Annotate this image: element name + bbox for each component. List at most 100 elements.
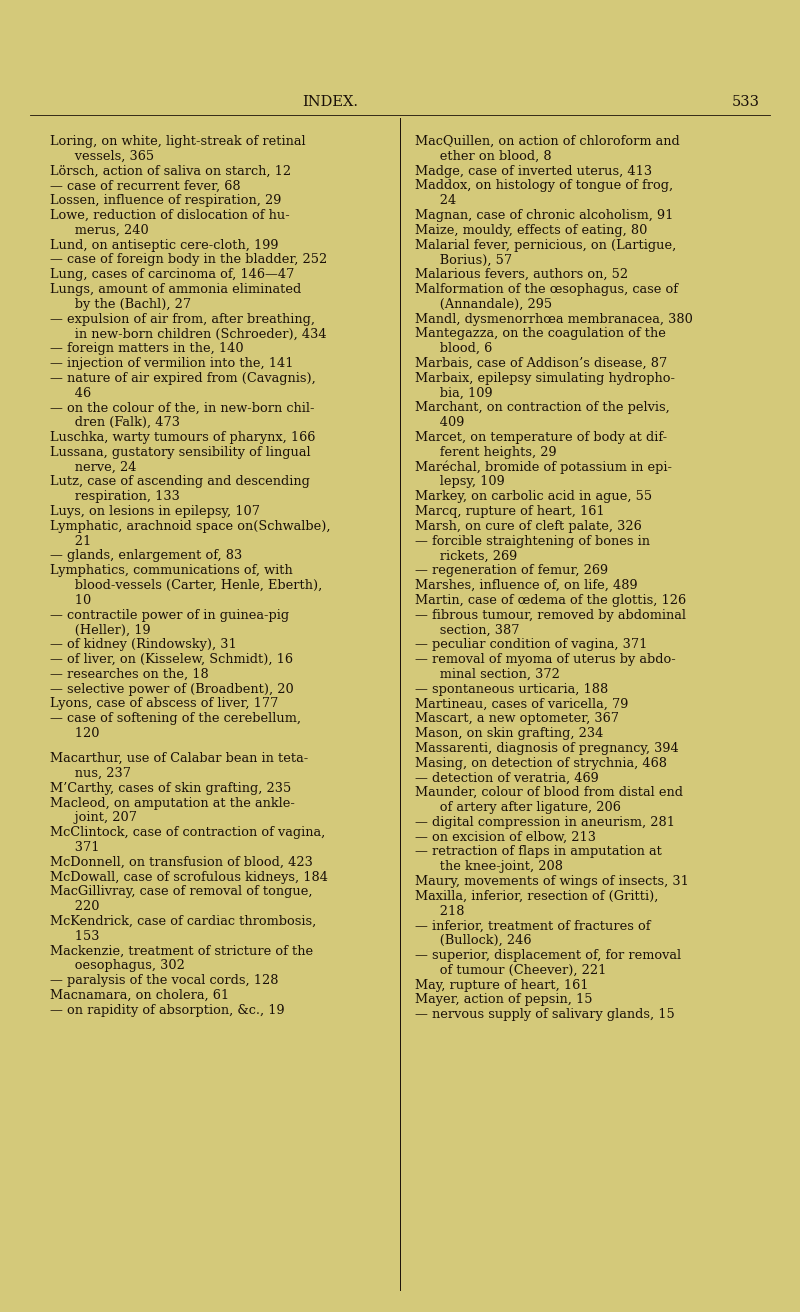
Text: — case of foreign body in the bladder, 252: — case of foreign body in the bladder, 2…: [50, 253, 327, 266]
Text: Marbaix, epilepsy simulating hydropho-: Marbaix, epilepsy simulating hydropho-: [415, 371, 675, 384]
Text: nerve, 24: nerve, 24: [50, 461, 137, 474]
Text: — case of recurrent fever, 68: — case of recurrent fever, 68: [50, 180, 241, 193]
Text: — expulsion of air from, after breathing,: — expulsion of air from, after breathing…: [50, 312, 315, 325]
Text: McClintock, case of contraction of vagina,: McClintock, case of contraction of vagin…: [50, 827, 326, 840]
Text: — regeneration of femur, 269: — regeneration of femur, 269: [415, 564, 608, 577]
Text: Lossen, influence of respiration, 29: Lossen, influence of respiration, 29: [50, 194, 282, 207]
Text: Macnamara, on cholera, 61: Macnamara, on cholera, 61: [50, 989, 229, 1002]
Text: Macleod, on amputation at the ankle-: Macleod, on amputation at the ankle-: [50, 796, 295, 810]
Text: nus, 237: nus, 237: [50, 768, 131, 779]
Text: dren (Falk), 473: dren (Falk), 473: [50, 416, 180, 429]
Text: MacGillivray, case of removal of tongue,: MacGillivray, case of removal of tongue,: [50, 886, 313, 899]
Text: Lutz, case of ascending and descending: Lutz, case of ascending and descending: [50, 475, 310, 488]
Text: Macarthur, use of Calabar bean in teta-: Macarthur, use of Calabar bean in teta-: [50, 752, 308, 765]
Text: — detection of veratria, 469: — detection of veratria, 469: [415, 771, 598, 785]
Text: Marchant, on contraction of the pelvis,: Marchant, on contraction of the pelvis,: [415, 401, 670, 415]
Text: Borius), 57: Borius), 57: [415, 253, 512, 266]
Text: oesophagus, 302: oesophagus, 302: [50, 959, 185, 972]
Text: 371: 371: [50, 841, 99, 854]
Text: of artery after ligature, 206: of artery after ligature, 206: [415, 802, 621, 813]
Text: — peculiar condition of vagina, 371: — peculiar condition of vagina, 371: [415, 638, 647, 651]
Text: Lymphatic, arachnoid space on(Schwalbe),: Lymphatic, arachnoid space on(Schwalbe),: [50, 520, 330, 533]
Text: Marshes, influence of, on life, 489: Marshes, influence of, on life, 489: [415, 579, 638, 592]
Text: 220: 220: [50, 900, 99, 913]
Text: — superior, displacement of, for removal: — superior, displacement of, for removal: [415, 949, 681, 962]
Text: — injection of vermilion into the, 141: — injection of vermilion into the, 141: [50, 357, 294, 370]
Text: — paralysis of the vocal cords, 128: — paralysis of the vocal cords, 128: [50, 974, 278, 987]
Text: McDonnell, on transfusion of blood, 423: McDonnell, on transfusion of blood, 423: [50, 855, 313, 869]
Text: 409: 409: [415, 416, 464, 429]
Text: — nervous supply of salivary glands, 15: — nervous supply of salivary glands, 15: [415, 1008, 674, 1021]
Text: Malarious fevers, authors on, 52: Malarious fevers, authors on, 52: [415, 268, 628, 281]
Text: 153: 153: [50, 930, 99, 943]
Text: Mandl, dysmenorrhœa membranacea, 380: Mandl, dysmenorrhœa membranacea, 380: [415, 312, 693, 325]
Text: lepsy, 109: lepsy, 109: [415, 475, 505, 488]
Text: M’Carthy, cases of skin grafting, 235: M’Carthy, cases of skin grafting, 235: [50, 782, 291, 795]
Text: Marcet, on temperature of body at dif-: Marcet, on temperature of body at dif-: [415, 432, 667, 443]
Text: 533: 533: [732, 94, 760, 109]
Text: — on the colour of the, in new-born chil-: — on the colour of the, in new-born chil…: [50, 401, 314, 415]
Text: — inferior, treatment of fractures of: — inferior, treatment of fractures of: [415, 920, 650, 933]
Text: Lussana, gustatory sensibility of lingual: Lussana, gustatory sensibility of lingua…: [50, 446, 310, 459]
Text: rickets, 269: rickets, 269: [415, 550, 518, 563]
Text: Mayer, action of pepsin, 15: Mayer, action of pepsin, 15: [415, 993, 593, 1006]
Text: Markey, on carbolic acid in ague, 55: Markey, on carbolic acid in ague, 55: [415, 491, 652, 504]
Text: Lyons, case of abscess of liver, 177: Lyons, case of abscess of liver, 177: [50, 698, 278, 710]
Text: Madge, case of inverted uterus, 413: Madge, case of inverted uterus, 413: [415, 164, 652, 177]
Text: — retraction of flaps in amputation at: — retraction of flaps in amputation at: [415, 845, 662, 858]
Text: bia, 109: bia, 109: [415, 387, 493, 400]
Text: — spontaneous urticaria, 188: — spontaneous urticaria, 188: [415, 682, 608, 695]
Text: — removal of myoma of uterus by abdo-: — removal of myoma of uterus by abdo-: [415, 653, 676, 666]
Text: 218: 218: [415, 904, 465, 917]
Text: — selective power of (Broadbent), 20: — selective power of (Broadbent), 20: [50, 682, 294, 695]
Text: Maury, movements of wings of insects, 31: Maury, movements of wings of insects, 31: [415, 875, 689, 888]
Text: 24: 24: [415, 194, 456, 207]
Text: respiration, 133: respiration, 133: [50, 491, 180, 504]
Text: — on excision of elbow, 213: — on excision of elbow, 213: [415, 830, 596, 844]
Text: Martin, case of œdema of the glottis, 126: Martin, case of œdema of the glottis, 12…: [415, 594, 686, 606]
Text: Marsh, on cure of cleft palate, 326: Marsh, on cure of cleft palate, 326: [415, 520, 642, 533]
Text: Lung, cases of carcinoma of, 146—47: Lung, cases of carcinoma of, 146—47: [50, 268, 294, 281]
Text: minal section, 372: minal section, 372: [415, 668, 560, 681]
Text: ether on blood, 8: ether on blood, 8: [415, 150, 552, 163]
Text: — of liver, on (Kisselew, Schmidt), 16: — of liver, on (Kisselew, Schmidt), 16: [50, 653, 293, 666]
Text: joint, 207: joint, 207: [50, 811, 137, 824]
Text: (Annandale), 295: (Annandale), 295: [415, 298, 552, 311]
Text: Luys, on lesions in epilepsy, 107: Luys, on lesions in epilepsy, 107: [50, 505, 260, 518]
Text: Lowe, reduction of dislocation of hu-: Lowe, reduction of dislocation of hu-: [50, 209, 290, 222]
Text: — nature of air expired from (Cavagnis),: — nature of air expired from (Cavagnis),: [50, 371, 316, 384]
Text: INDEX.: INDEX.: [302, 94, 358, 109]
Text: — foreign matters in the, 140: — foreign matters in the, 140: [50, 342, 244, 356]
Text: vessels, 365: vessels, 365: [50, 150, 154, 163]
Text: the knee-joint, 208: the knee-joint, 208: [415, 861, 563, 874]
Text: Maddox, on histology of tongue of frog,: Maddox, on histology of tongue of frog,: [415, 180, 673, 193]
Text: Magnan, case of chronic alcoholism, 91: Magnan, case of chronic alcoholism, 91: [415, 209, 674, 222]
Text: in new-born children (Schroeder), 434: in new-born children (Schroeder), 434: [50, 328, 326, 340]
Text: MacQuillen, on action of chloroform and: MacQuillen, on action of chloroform and: [415, 135, 680, 148]
Text: Massarenti, diagnosis of pregnancy, 394: Massarenti, diagnosis of pregnancy, 394: [415, 741, 678, 754]
Text: blood-vessels (Carter, Henle, Eberth),: blood-vessels (Carter, Henle, Eberth),: [50, 579, 322, 592]
Text: ferent heights, 29: ferent heights, 29: [415, 446, 557, 459]
Text: — forcible straightening of bones in: — forcible straightening of bones in: [415, 534, 650, 547]
Text: 10: 10: [50, 594, 91, 606]
Text: Mason, on skin grafting, 234: Mason, on skin grafting, 234: [415, 727, 603, 740]
Text: Mackenzie, treatment of stricture of the: Mackenzie, treatment of stricture of the: [50, 945, 313, 958]
Text: Maize, mouldy, effects of eating, 80: Maize, mouldy, effects of eating, 80: [415, 224, 647, 236]
Text: — on rapidity of absorption, &c., 19: — on rapidity of absorption, &c., 19: [50, 1004, 285, 1017]
Text: Mantegazza, on the coagulation of the: Mantegazza, on the coagulation of the: [415, 328, 666, 340]
Text: May, rupture of heart, 161: May, rupture of heart, 161: [415, 979, 589, 992]
Text: Marbais, case of Addison’s disease, 87: Marbais, case of Addison’s disease, 87: [415, 357, 667, 370]
Text: (Bullock), 246: (Bullock), 246: [415, 934, 531, 947]
Text: by the (Bachl), 27: by the (Bachl), 27: [50, 298, 191, 311]
Text: Maréchal, bromide of potassium in epi-: Maréchal, bromide of potassium in epi-: [415, 461, 672, 474]
Text: 46: 46: [50, 387, 91, 400]
Text: Lungs, amount of ammonia eliminated: Lungs, amount of ammonia eliminated: [50, 283, 302, 297]
Text: Loring, on white, light-streak of retinal: Loring, on white, light-streak of retina…: [50, 135, 306, 148]
Text: 120: 120: [50, 727, 99, 740]
Text: — digital compression in aneurism, 281: — digital compression in aneurism, 281: [415, 816, 675, 829]
Text: (Heller), 19: (Heller), 19: [50, 623, 150, 636]
Text: — researches on the, 18: — researches on the, 18: [50, 668, 209, 681]
Text: Malformation of the œsophagus, case of: Malformation of the œsophagus, case of: [415, 283, 678, 297]
Text: 21: 21: [50, 534, 91, 547]
Text: McDowall, case of scrofulous kidneys, 184: McDowall, case of scrofulous kidneys, 18…: [50, 871, 328, 883]
